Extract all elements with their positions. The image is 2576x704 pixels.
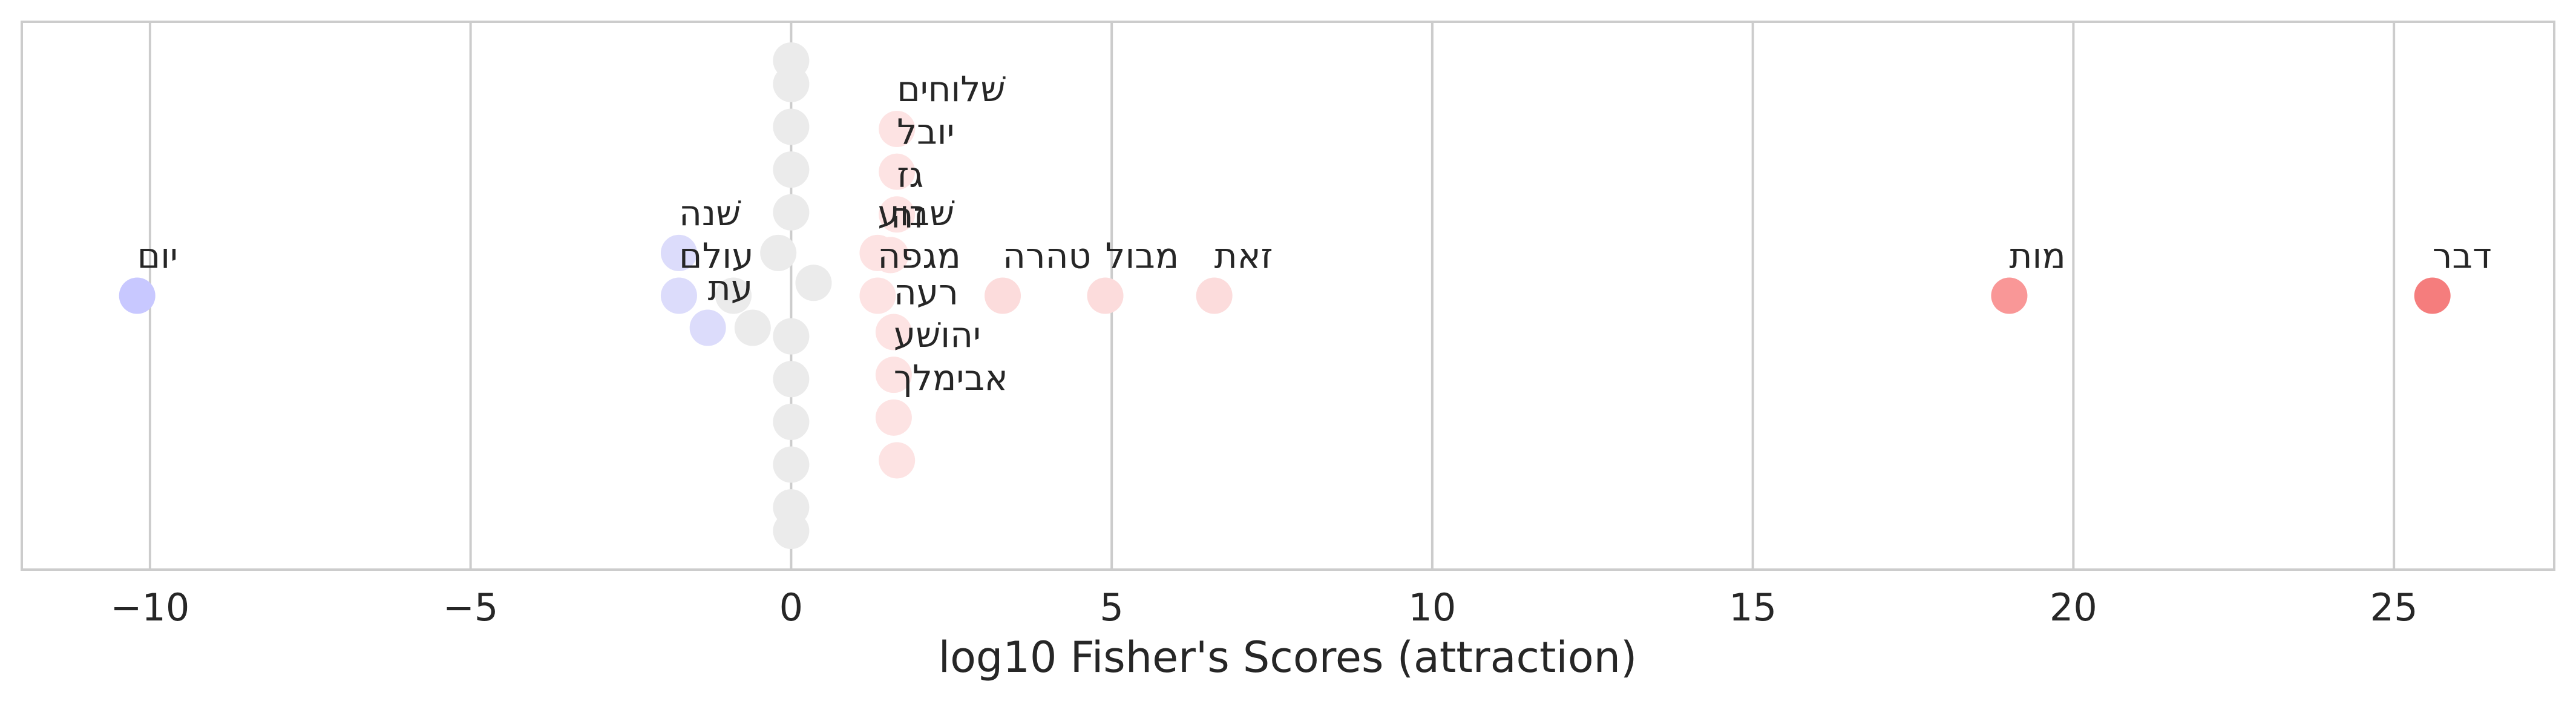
data-point bbox=[660, 234, 697, 271]
data-point bbox=[2414, 277, 2451, 314]
data-point bbox=[859, 277, 896, 314]
point-label: יום bbox=[137, 235, 178, 277]
point-label: דבר bbox=[2433, 235, 2492, 277]
point-label: זה bbox=[891, 194, 926, 235]
data-point bbox=[773, 65, 810, 102]
point-label: עולם bbox=[679, 235, 754, 277]
x-axis-title: log10 Fisher's Scores (attraction) bbox=[939, 633, 1637, 682]
data-point bbox=[875, 399, 912, 436]
data-point bbox=[119, 277, 156, 314]
data-point bbox=[875, 357, 912, 393]
x-tick-label: 5 bbox=[1100, 585, 1123, 630]
data-point bbox=[773, 194, 810, 231]
data-point bbox=[734, 309, 771, 346]
x-tick-label: 25 bbox=[2370, 585, 2418, 630]
point-label: מבול bbox=[1106, 235, 1179, 277]
data-point bbox=[879, 153, 916, 190]
point-label: יהושׁע bbox=[894, 314, 981, 355]
data-point bbox=[985, 277, 1021, 314]
data-point bbox=[760, 234, 797, 271]
point-labels: דבר מות זאת מבול טהרה שׁלוחיםיובלגזזהשׁבועמגפ… bbox=[137, 68, 2492, 398]
data-point bbox=[1196, 277, 1233, 314]
point-label: שׁלוחים bbox=[897, 68, 1006, 110]
point-label: מגפה bbox=[877, 235, 960, 277]
data-points bbox=[119, 42, 2451, 549]
data-point bbox=[879, 111, 916, 148]
data-point bbox=[875, 314, 912, 350]
x-tick-label: 20 bbox=[2050, 585, 2097, 630]
point-label: גז bbox=[897, 154, 923, 195]
data-point bbox=[660, 277, 697, 314]
data-point bbox=[859, 234, 896, 271]
data-point bbox=[773, 446, 810, 483]
point-label: עת bbox=[708, 267, 753, 308]
data-point bbox=[879, 442, 916, 479]
point-label: רעה bbox=[894, 272, 959, 313]
x-tick-label: −10 bbox=[110, 585, 189, 630]
data-point bbox=[795, 265, 832, 301]
data-point bbox=[1087, 277, 1124, 314]
data-point bbox=[773, 403, 810, 440]
plot-frame bbox=[21, 21, 2555, 571]
data-point bbox=[715, 277, 752, 314]
data-point bbox=[1991, 277, 2028, 314]
point-label: מות bbox=[2009, 235, 2065, 277]
x-tick-label: 10 bbox=[1408, 585, 1456, 630]
data-point bbox=[773, 151, 810, 188]
point-label: אבימלך bbox=[894, 357, 1008, 398]
x-tick-label: −5 bbox=[443, 585, 498, 630]
point-label: שׁנה bbox=[679, 192, 741, 234]
x-tick-label: 15 bbox=[1729, 585, 1777, 630]
data-point bbox=[773, 108, 810, 145]
point-label: שׁבוע bbox=[877, 192, 955, 234]
data-point bbox=[689, 309, 726, 346]
data-point bbox=[879, 196, 916, 233]
data-point bbox=[773, 318, 810, 355]
data-point bbox=[773, 361, 810, 398]
point-label: זאת bbox=[1214, 235, 1273, 277]
x-tick-labels: −10 −5 0 5 10 15 20 25 bbox=[110, 585, 2417, 630]
x-tick-label: 0 bbox=[779, 585, 803, 630]
point-label: יובל bbox=[897, 111, 954, 153]
point-label: טהרה bbox=[1003, 235, 1091, 277]
data-point bbox=[773, 513, 810, 549]
grid-lines bbox=[148, 22, 2396, 570]
